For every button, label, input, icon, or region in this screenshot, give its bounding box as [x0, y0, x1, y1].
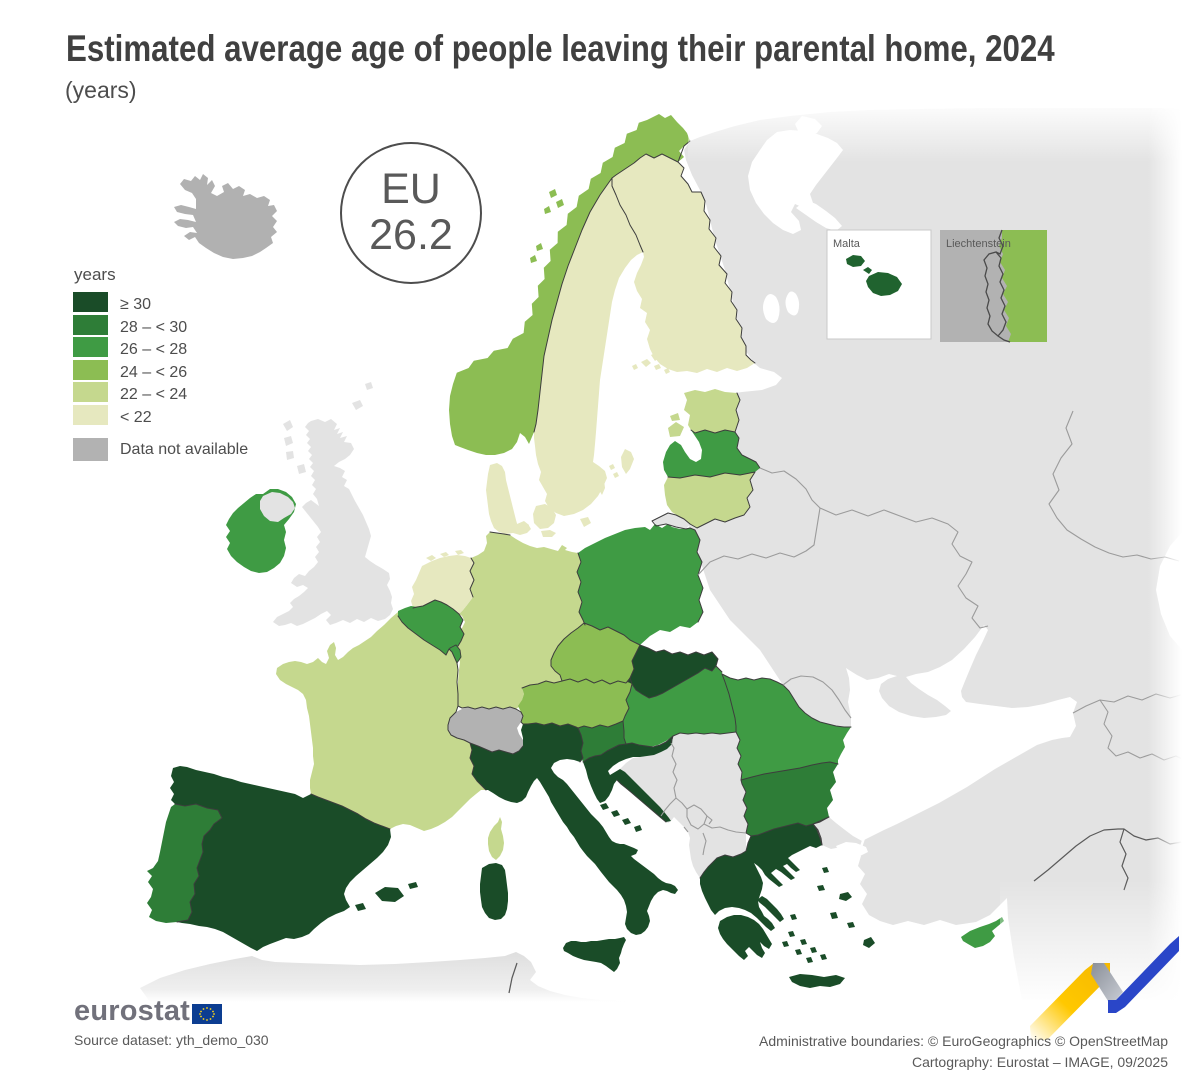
svg-text:Malta: Malta	[833, 238, 861, 250]
svg-text:26.2: 26.2	[369, 211, 453, 259]
svg-text:EU: EU	[381, 165, 441, 213]
svg-text:Liechtenstein: Liechtenstein	[946, 238, 1011, 250]
